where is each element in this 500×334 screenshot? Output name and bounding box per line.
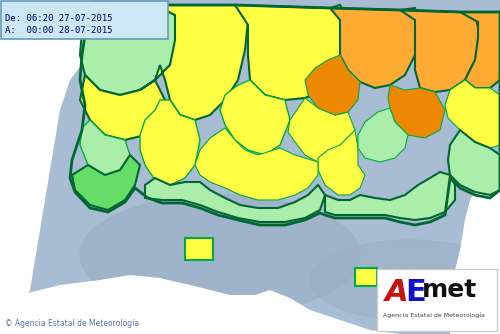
Ellipse shape: [80, 195, 360, 315]
Polygon shape: [195, 128, 318, 200]
Polygon shape: [72, 155, 140, 210]
Ellipse shape: [310, 240, 500, 320]
Polygon shape: [330, 8, 420, 88]
FancyBboxPatch shape: [1, 1, 168, 39]
Polygon shape: [400, 10, 480, 92]
Polygon shape: [140, 5, 248, 120]
Polygon shape: [80, 120, 130, 175]
Polygon shape: [220, 80, 290, 155]
Polygon shape: [80, 5, 180, 95]
Polygon shape: [448, 130, 500, 195]
Polygon shape: [235, 5, 350, 100]
Polygon shape: [388, 85, 445, 138]
Polygon shape: [140, 100, 200, 185]
Text: De: 06:20 27-07-2015: De: 06:20 27-07-2015: [5, 14, 112, 23]
Bar: [355, 268, 377, 286]
Text: E: E: [405, 278, 426, 307]
Text: A:  00:00 28-07-2015: A: 00:00 28-07-2015: [5, 26, 112, 35]
FancyBboxPatch shape: [377, 269, 497, 331]
Polygon shape: [0, 0, 95, 320]
Polygon shape: [460, 12, 500, 88]
Polygon shape: [325, 172, 455, 220]
Polygon shape: [0, 275, 400, 334]
Text: Agencia Estatal de Meteorología: Agencia Estatal de Meteorología: [383, 313, 485, 318]
Polygon shape: [445, 80, 500, 148]
Polygon shape: [318, 130, 365, 195]
Polygon shape: [358, 108, 408, 162]
Polygon shape: [450, 0, 500, 334]
Polygon shape: [288, 98, 355, 162]
Text: met: met: [422, 278, 477, 302]
Text: A: A: [385, 278, 408, 307]
Polygon shape: [80, 75, 165, 140]
Polygon shape: [145, 178, 325, 222]
Polygon shape: [305, 55, 360, 115]
Text: © Agencia Estatal de Meteorología: © Agencia Estatal de Meteorología: [5, 319, 139, 328]
Bar: [185, 238, 213, 260]
